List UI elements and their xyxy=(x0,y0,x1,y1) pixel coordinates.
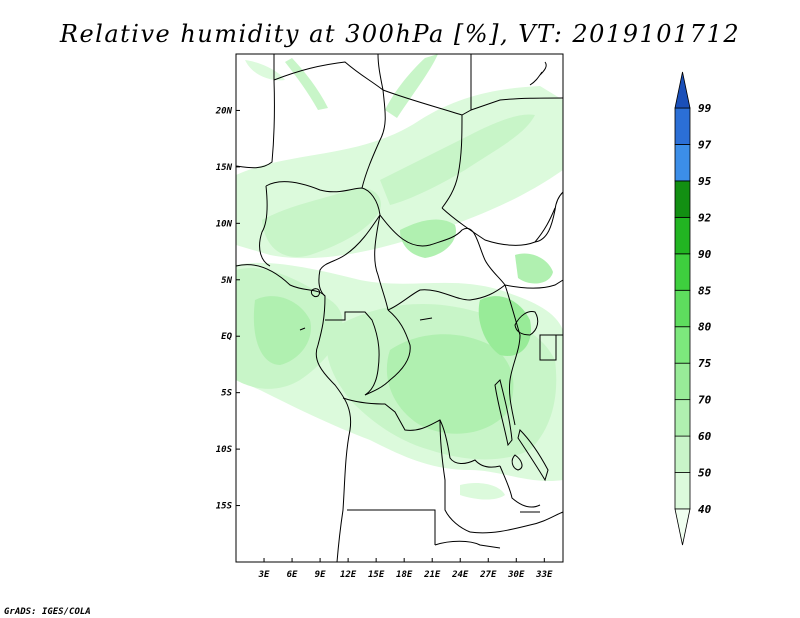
humidity-area xyxy=(385,54,438,118)
lat-tick-label: 15N xyxy=(216,163,233,173)
humidity-area xyxy=(515,253,553,284)
border-line xyxy=(499,465,541,508)
humidity-area xyxy=(380,114,535,205)
border-line xyxy=(347,509,436,545)
coastline xyxy=(235,264,352,563)
border-line xyxy=(439,419,471,533)
border-line xyxy=(265,181,381,216)
border-line xyxy=(259,185,271,267)
colorbar-high-arrow xyxy=(674,71,691,109)
colorbar-label: 75 xyxy=(698,357,712,370)
border-line xyxy=(534,207,556,243)
colorbar-label: 90 xyxy=(698,248,712,261)
colorbar-label: 92 xyxy=(698,211,712,224)
colorbar-box xyxy=(674,144,691,182)
map-title: Relative humidity at 300hPa [%], VT: 201… xyxy=(59,20,740,48)
lon-tick-label: 3E xyxy=(258,570,270,580)
lat-tick-label: 10S xyxy=(216,445,233,455)
map-frame xyxy=(235,53,564,563)
lat-tick-label: 20N xyxy=(215,106,233,116)
colorbar-label: 60 xyxy=(698,430,712,443)
lon-tick-label: 27E xyxy=(479,570,497,580)
lon-tick-label: 21E xyxy=(423,570,441,580)
humidity-area xyxy=(262,187,381,257)
border-line xyxy=(470,97,564,111)
humidity-area xyxy=(460,483,505,500)
colorbar-box xyxy=(674,289,691,328)
colorbar-box xyxy=(674,253,691,291)
border-line xyxy=(235,54,275,169)
lat-tick-label: 5N xyxy=(221,276,232,286)
lon-tick-label: 33E xyxy=(535,570,553,580)
colorbar-box xyxy=(674,362,691,401)
colorbar-label: 99 xyxy=(698,102,712,115)
colorbar-low-arrow xyxy=(674,508,691,546)
border-line xyxy=(374,214,389,311)
colorbar-label: 85 xyxy=(698,284,712,297)
border-line xyxy=(382,54,472,116)
colorbar-box xyxy=(674,216,691,255)
lon-tick-label: 15E xyxy=(368,570,385,580)
colorbar-box xyxy=(674,107,691,145)
lat-tick-label: 15S xyxy=(216,502,233,512)
lon-tick-label: 30E xyxy=(507,570,525,580)
lon-tick-label: 12E xyxy=(340,570,357,580)
map-panel: 20N 15N 10N 5N EQ 5S 10S 15S 3E 6E 9E 12E 15E 18E 21E… xyxy=(215,53,564,580)
island xyxy=(311,288,321,297)
border-line xyxy=(273,61,384,91)
colorbar-box xyxy=(674,180,691,218)
colorbar-label: 95 xyxy=(698,175,712,188)
border-line xyxy=(434,540,501,549)
colorbar-label: 40 xyxy=(698,503,712,516)
border-line xyxy=(342,397,501,468)
border-line xyxy=(379,214,506,286)
colorbar-label: 70 xyxy=(698,394,712,407)
grads-credit: GrADS: IGES/COLA xyxy=(4,607,91,617)
colorbar-label: 97 xyxy=(698,138,712,151)
lon-tick-label: 24E xyxy=(451,570,469,580)
coastline xyxy=(529,61,547,86)
colorbar-box xyxy=(674,472,691,510)
border-line xyxy=(325,311,380,396)
colorbar-box xyxy=(674,399,691,437)
border-line xyxy=(504,284,521,426)
humidity-area xyxy=(386,334,514,434)
lat-tick-label: EQ xyxy=(221,332,232,342)
lake-outline xyxy=(494,379,513,447)
lake-outline xyxy=(511,454,523,471)
border-line xyxy=(361,89,386,189)
border-line xyxy=(318,214,381,297)
lake-outline xyxy=(539,334,557,361)
border-line xyxy=(419,317,433,321)
humidity-area xyxy=(400,219,456,258)
lat-tick-label: 5S xyxy=(221,389,232,399)
humidity-area xyxy=(253,296,311,365)
border-line xyxy=(469,511,564,534)
humidity-area xyxy=(285,58,328,110)
island xyxy=(299,327,306,331)
longitude-axis: 3E 6E 9E 12E 15E 18E 21E 24E 27E 30E 33E xyxy=(258,558,553,580)
border-line xyxy=(441,114,463,209)
colorbar-label: 50 xyxy=(698,467,712,480)
colorbar: 40 50 60 70 75 80 85 90 92 95 97 99 xyxy=(674,71,712,546)
border-line xyxy=(504,279,564,289)
lon-tick-label: 18E xyxy=(396,570,413,580)
humidity-area xyxy=(478,296,531,356)
lat-tick-label: 10N xyxy=(216,219,233,229)
colorbar-label: 80 xyxy=(698,321,712,334)
latitude-axis: 20N 15N 10N 5N EQ 5S 10S 15S xyxy=(215,106,240,512)
lake-outline xyxy=(514,311,539,336)
border-line xyxy=(387,284,506,311)
border-line xyxy=(364,309,411,396)
colorbar-box xyxy=(674,435,691,473)
lon-tick-label: 6E xyxy=(287,570,298,580)
colorbar-box xyxy=(674,326,691,364)
lon-tick-label: 9E xyxy=(315,570,326,580)
border-line xyxy=(377,53,384,91)
humidity-area xyxy=(245,60,285,81)
country-borders xyxy=(235,53,564,563)
lake-outline xyxy=(517,429,549,482)
